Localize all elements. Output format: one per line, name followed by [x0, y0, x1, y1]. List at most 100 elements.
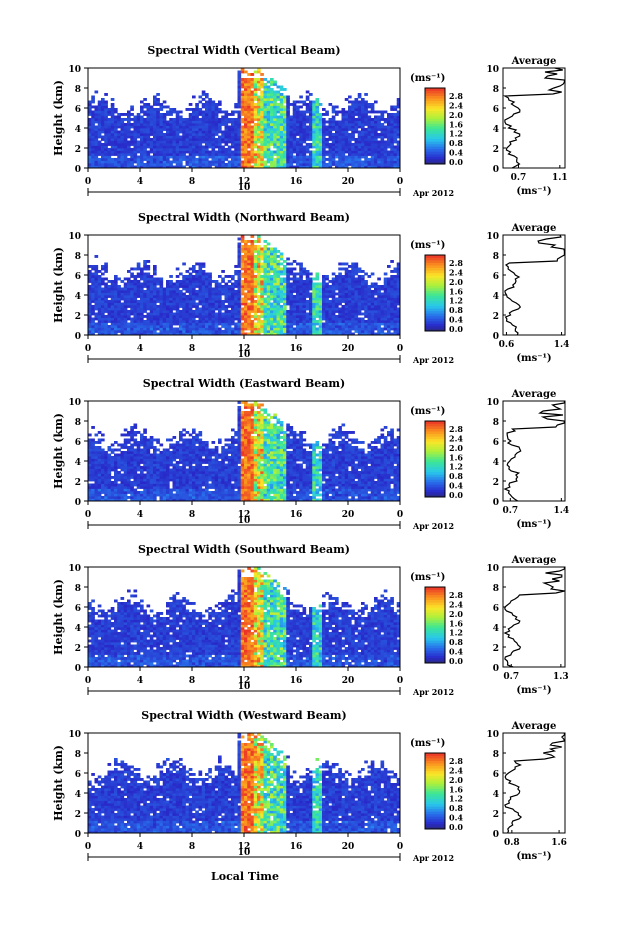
- heatmap-cell: [227, 165, 232, 169]
- heatmap-cell: [195, 148, 199, 151]
- heatmap-cell: [335, 330, 339, 333]
- heatmap-cell: [396, 128, 401, 131]
- heatmap-cell: [240, 83, 245, 86]
- heatmap-cell: [250, 160, 255, 164]
- heatmap-cell: [211, 287, 216, 291]
- heatmap-cell: [315, 155, 320, 159]
- heatmap-cell: [331, 145, 336, 149]
- heatmap-cell: [237, 110, 242, 114]
- heatmap-cell: [227, 153, 232, 156]
- heatmap-cell: [325, 277, 329, 281]
- heatmap-cell: [247, 260, 251, 263]
- heatmap-cell: [383, 118, 388, 121]
- heatmap-cell: [380, 130, 385, 134]
- heatmap-cell: [224, 285, 229, 288]
- heatmap-cell: [305, 287, 310, 291]
- heatmap-cell: [231, 118, 235, 121]
- heatmap-cell: [130, 275, 134, 278]
- heatmap-cell: [201, 153, 206, 156]
- heatmap-cell: [341, 140, 346, 144]
- heatmap-cell: [214, 327, 219, 331]
- heatmap-cell: [94, 305, 99, 308]
- heatmap-cell: [237, 257, 242, 261]
- heatmap-cell: [263, 310, 268, 313]
- heatmap-cell: [159, 125, 164, 129]
- heatmap-cell: [273, 255, 277, 258]
- heatmap-cell: [237, 123, 242, 126]
- heatmap-cell: [286, 163, 290, 166]
- heatmap-cell: [260, 327, 264, 331]
- heatmap-cell: [101, 277, 105, 281]
- heatmap-cell: [387, 277, 391, 281]
- heatmap-cell: [286, 128, 290, 131]
- heatmap-cell: [260, 118, 264, 121]
- heatmap-cell: [361, 140, 365, 144]
- heatmap-cell: [370, 310, 375, 313]
- heatmap-cell: [302, 292, 307, 296]
- heatmap-cell: [240, 105, 245, 109]
- heatmap-cell: [166, 138, 170, 141]
- heatmap-cell: [117, 290, 121, 293]
- heatmap-cell: [133, 165, 138, 169]
- heatmap-cell: [276, 275, 281, 278]
- heatmap-cell: [312, 138, 316, 141]
- heatmap-cell: [367, 297, 372, 301]
- heatmap-cell: [97, 143, 102, 146]
- heatmap-cell: [364, 327, 368, 331]
- heatmap-cell: [312, 108, 316, 111]
- heatmap-cell: [357, 93, 362, 96]
- heatmap-cell: [344, 317, 349, 321]
- heatmap-cell: [192, 110, 196, 114]
- heatmap-cell: [205, 128, 209, 131]
- heatmap-cell: [292, 267, 297, 271]
- heatmap-cell: [312, 130, 316, 134]
- heatmap-cell: [263, 165, 268, 169]
- heatmap-cell: [312, 128, 316, 131]
- heatmap-cell: [260, 95, 264, 99]
- heatmap-cell: [179, 295, 183, 298]
- x-tick-label: 0: [397, 344, 403, 354]
- heatmap-cell: [305, 143, 310, 146]
- heatmap-cell: [383, 160, 388, 164]
- heatmap-cell: [299, 113, 303, 116]
- heatmap-cell: [299, 285, 303, 288]
- heatmap-cell: [101, 325, 105, 328]
- heatmap-cell: [364, 128, 368, 131]
- heatmap-cell: [208, 327, 212, 331]
- heatmap-cell: [172, 292, 177, 296]
- heatmap-cell: [101, 155, 105, 159]
- heatmap-cell: [159, 332, 164, 336]
- heatmap-cell: [253, 150, 258, 154]
- heatmap-cell: [237, 332, 242, 336]
- heatmap-cell: [244, 275, 248, 278]
- heatmap-cell: [260, 285, 264, 288]
- heatmap-cell: [224, 140, 229, 144]
- heatmap-cell: [88, 150, 92, 154]
- heatmap-cell: [244, 110, 248, 114]
- heatmap-cell: [276, 115, 281, 119]
- heatmap-cell: [140, 312, 144, 316]
- heatmap-cell: [127, 143, 131, 146]
- heatmap-cell: [387, 265, 391, 268]
- heatmap-cell: [393, 327, 398, 331]
- heatmap-cell: [127, 123, 131, 126]
- heatmap-cell: [253, 270, 258, 273]
- heatmap-cell: [156, 145, 160, 149]
- heatmap-cell: [244, 277, 248, 281]
- heatmap-cell: [179, 280, 183, 283]
- heatmap-cell: [273, 158, 277, 161]
- heatmap-cell: [370, 320, 375, 323]
- heatmap-cell: [192, 285, 196, 288]
- heatmap-cell: [289, 287, 294, 291]
- heatmap-cell: [273, 247, 277, 251]
- heatmap-cell: [367, 300, 372, 303]
- heatmap-cell: [357, 295, 362, 298]
- heatmap-cell: [387, 153, 391, 156]
- heatmap-cell: [348, 310, 352, 313]
- heatmap-cell: [224, 297, 229, 301]
- heatmap-cell: [130, 282, 134, 286]
- heatmap-cell: [273, 110, 277, 114]
- heatmap-cell: [312, 105, 316, 109]
- heatmap-cell: [393, 105, 398, 109]
- heatmap-cell: [273, 292, 277, 296]
